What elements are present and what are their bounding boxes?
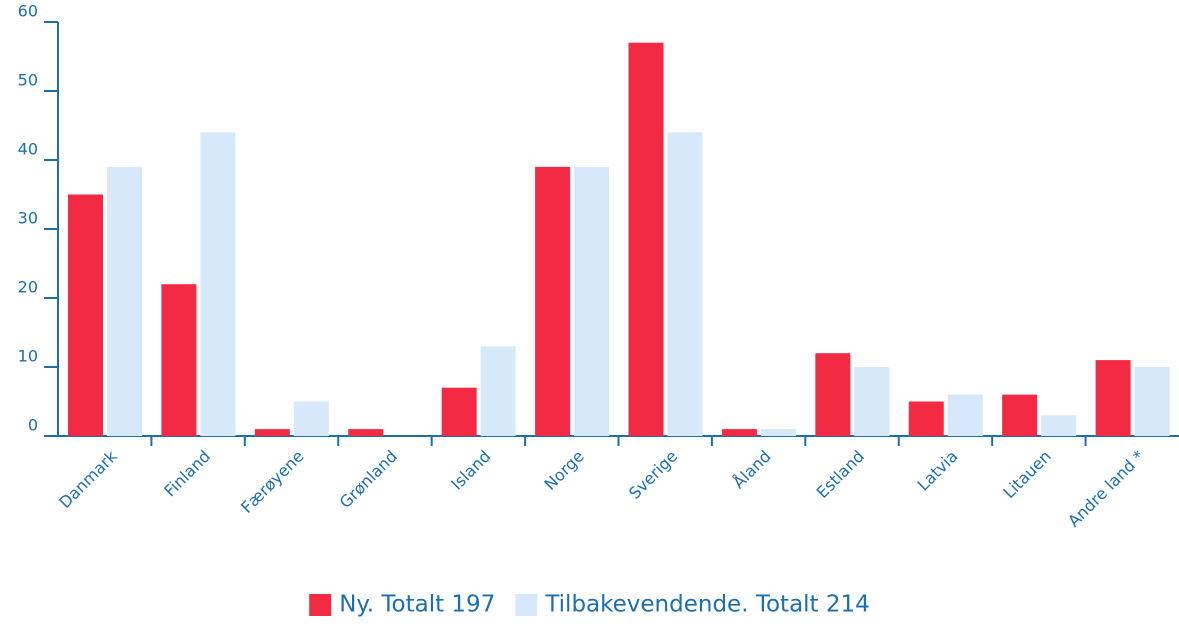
x-tick-label: Island: [447, 447, 494, 494]
bar: [200, 132, 236, 436]
x-tick-label: Andre land *: [1064, 447, 1148, 531]
x-tick-label: Finland: [160, 447, 214, 501]
bar: [760, 429, 796, 436]
x-tick-label: Norge: [540, 447, 587, 494]
bar: [161, 284, 197, 436]
y-tick-label: 30: [18, 209, 38, 228]
legend-swatch: [309, 594, 332, 616]
bar: [815, 353, 851, 436]
bar: [854, 367, 890, 436]
x-tick-label: Grønland: [336, 447, 401, 512]
bar: [348, 429, 384, 436]
legend-label: Tilbakevendende. Totalt 214: [544, 592, 869, 618]
bar: [1041, 415, 1077, 436]
y-tick-label: 60: [18, 2, 38, 21]
bar: [535, 166, 571, 436]
x-tick-label: Færøyene: [237, 447, 307, 517]
y-tick-label: 20: [18, 278, 38, 297]
y-tick-label: 10: [18, 347, 38, 366]
legend-label: Ny. Totalt 197: [339, 592, 495, 618]
x-tick-label: Latvia: [914, 447, 962, 495]
x-tick-label: Danmark: [55, 446, 121, 512]
bar: [628, 42, 664, 436]
bar: [574, 166, 610, 436]
bar: [908, 401, 944, 436]
x-tick-label: Åland: [729, 447, 775, 493]
bar: [1134, 367, 1170, 436]
bar: [441, 387, 477, 436]
y-tick-label: 50: [18, 71, 38, 90]
bar: [1002, 394, 1038, 436]
bar: [254, 429, 290, 436]
bar: [107, 166, 142, 436]
bar: [480, 346, 516, 436]
bar: [293, 401, 329, 436]
x-tick-label: Litauen: [999, 447, 1055, 503]
x-tick-label: Sverige: [625, 447, 681, 503]
bar: [1095, 360, 1131, 436]
legend-swatch: [515, 594, 538, 616]
bar: [667, 132, 703, 436]
bar: [721, 429, 757, 436]
y-tick-label: 40: [18, 140, 38, 159]
y-tick-label: 0: [28, 416, 38, 435]
bar: [68, 194, 103, 436]
bar: [947, 394, 983, 436]
x-tick-label: Estland: [813, 447, 868, 502]
